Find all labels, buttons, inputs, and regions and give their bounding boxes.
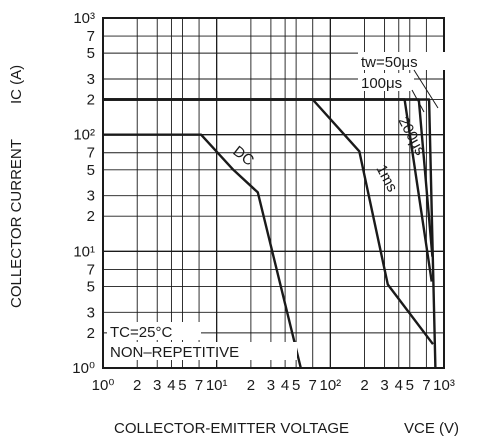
y-tick-label: 3 — [87, 71, 95, 88]
dc-label: DC — [230, 143, 258, 170]
x-tick-label: 10⁰ — [92, 377, 115, 394]
ms1-label: 1ms — [372, 162, 400, 195]
y-tick-label: 7 — [87, 261, 95, 278]
y-tick-label: 7 — [87, 145, 95, 162]
x-tick-label: 10³ — [433, 377, 455, 394]
mode-label: NON–REPETITIVE — [110, 344, 239, 361]
x-axis-symbol: VCE (V) — [404, 420, 459, 437]
x-tick-label: 3 — [267, 377, 275, 394]
x-tick-label: 7 — [309, 377, 317, 394]
x-tick-label: 3 — [380, 377, 388, 394]
x-tick-label: 5 — [292, 377, 300, 394]
y-axis-symbol: IC (A) — [8, 65, 25, 104]
x-tick-label: 3 — [153, 377, 161, 394]
y-tick-label: 5 — [87, 45, 95, 62]
series-line-4 — [103, 98, 437, 369]
series-line-0 — [103, 133, 302, 369]
y-tick-label: 2 — [87, 208, 95, 225]
tc-label-bg — [107, 322, 201, 340]
tw100-label-bg — [358, 73, 414, 91]
x-tick-label: 7 — [195, 377, 203, 394]
x-tick-label: 2 — [247, 377, 255, 394]
x-tick-label: 4 — [281, 377, 289, 394]
x-tick-label: 2 — [133, 377, 141, 394]
x-tick-labels: 10⁰ 2 3 4 5 7 10¹ 2 3 4 5 7 10² 2 3 4 5 7 10³ — [92, 377, 455, 394]
series-line-1 — [103, 98, 434, 345]
mode-label-bg — [107, 342, 297, 360]
y-tick-label: 10¹ — [73, 243, 95, 260]
y-tick-label: 2 — [87, 325, 95, 342]
x-tick-label: 7 — [422, 377, 430, 394]
tw50-label-bg — [358, 52, 456, 70]
y-tick-label: 5 — [87, 278, 95, 295]
tw100-pointer — [411, 89, 425, 113]
x-tick-label: 5 — [178, 377, 186, 394]
curves — [103, 98, 437, 369]
x-tick-label: 4 — [167, 377, 175, 394]
y-tick-label: 7 — [87, 28, 95, 45]
y-axis-title: COLLECTOR CURRENT — [8, 139, 25, 308]
x-tick-label: 10² — [319, 377, 341, 394]
x-tick-label: 4 — [395, 377, 403, 394]
tw100-label: 100μs — [361, 75, 402, 92]
tw50-pointer — [413, 69, 439, 109]
y-tick-label: 10⁰ — [72, 360, 95, 377]
x-tick-label: 5 — [406, 377, 414, 394]
tw200-label: 200μs — [394, 114, 428, 158]
tc-label: TC=25°C — [110, 324, 172, 341]
y-tick-label: 3 — [87, 188, 95, 205]
y-tick-label: 2 — [87, 92, 95, 109]
y-tick-label: 3 — [87, 304, 95, 321]
x-tick-label: 10¹ — [206, 377, 228, 394]
y-tick-label: 10³ — [73, 10, 95, 27]
tw50-label: tw=50μs — [361, 54, 418, 71]
x-tick-label: 2 — [360, 377, 368, 394]
plot-frame — [102, 17, 445, 369]
x-axis-title: COLLECTOR-EMITTER VOLTAGE — [114, 420, 349, 437]
y-tick-label: 10² — [73, 127, 95, 144]
y-tick-label: 5 — [87, 162, 95, 179]
